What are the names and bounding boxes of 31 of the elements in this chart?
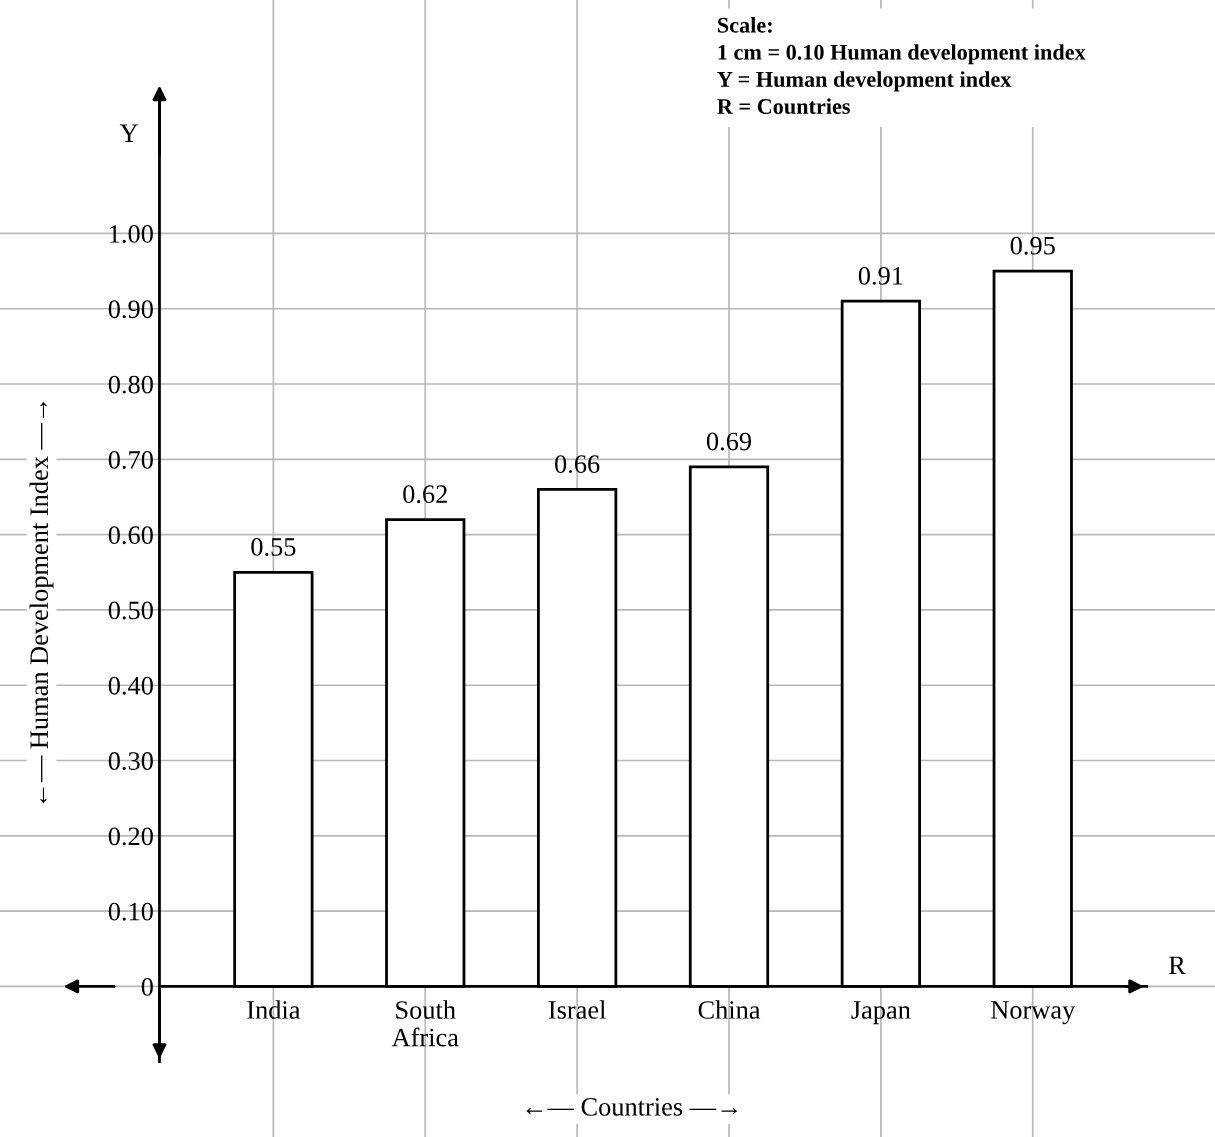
text: R [1168,956,1186,974]
x-tick-label: South Africa [391,1000,459,1047]
text: Y [119,124,138,142]
y-tick-label: 0.80 [108,375,153,394]
y-tick-label: 0.70 [108,450,153,469]
x-axis-title: ←— Countries —→ [526,1098,738,1116]
data-label: 0.62 [403,485,447,504]
y-tick-label: 0.50 [108,601,153,620]
y-axis-title: ←— Human Development Index —→ [29,402,54,804]
y-tick-label: 1.00 [110,225,153,243]
y-tick-label: 0.40 [108,676,153,695]
y-tick-label: 0 [141,978,153,996]
x-tick-label: Norway [991,1001,1076,1025]
x-tick-label: Israel [548,1000,606,1019]
data-label: 0.95 [1010,236,1055,255]
data-label: 0.69 [706,432,752,451]
data-label: 0.66 [555,455,600,474]
x-tick-label: India [247,1000,301,1019]
y-tick-label: 0.90 [108,300,153,319]
data-label: 0.91 [858,266,903,285]
annotation: 1 cm = 0.10 Human development index [718,44,1086,65]
x-tick-label: China [698,1000,761,1019]
annotation: Scale: [718,17,772,33]
annotation: R = Countries [717,98,850,115]
data-label: 0.55 [251,537,296,556]
annotation: Y = Human development index [717,71,1012,92]
y-tick-label: 0.60 [108,526,153,545]
y-tick-label: 0.20 [108,827,153,846]
x-tick-label: Japan [851,1001,911,1025]
y-tick-label: 0.30 [108,752,153,771]
y-tick-label: 0.10 [108,902,153,921]
